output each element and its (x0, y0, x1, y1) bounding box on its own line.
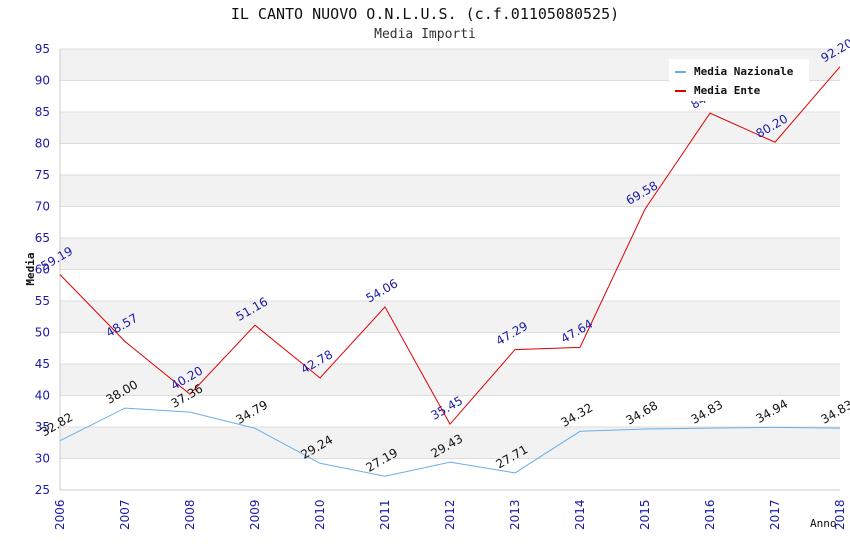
y-tick-label: 30 (35, 452, 50, 466)
y-tick-label: 90 (35, 74, 50, 88)
x-tick-label: 2016 (703, 499, 717, 530)
chart-subtitle: Media Importi (374, 27, 476, 42)
grid-band (60, 269, 840, 301)
y-tick-label: 70 (35, 200, 50, 214)
grid-band (60, 175, 840, 207)
y-tick-label: 55 (35, 294, 50, 308)
x-tick-label: 2014 (573, 499, 587, 530)
chart-title: IL CANTO NUOVO O.N.L.U.S. (c.f.011050805… (230, 5, 620, 23)
x-tick-label: 2010 (313, 499, 327, 530)
grid-band (60, 112, 840, 144)
x-tick-label: 2008 (183, 499, 197, 530)
grid-band (60, 143, 840, 175)
y-tick-label: 80 (35, 137, 50, 151)
x-tick-label: 2017 (768, 499, 782, 530)
x-tick-label: 2007 (118, 499, 132, 530)
y-tick-label: 45 (35, 357, 50, 371)
y-tick-label: 85 (35, 105, 50, 119)
y-tick-label: 60 (35, 263, 50, 277)
y-tick-label: 75 (35, 168, 50, 182)
x-axis-title: Anno (810, 517, 837, 530)
series-line (59, 66, 841, 426)
y-tick-label: 25 (35, 483, 50, 497)
x-tick-label: 2013 (508, 499, 522, 530)
y-tick-label: 95 (35, 42, 50, 56)
x-tick-label: 2018 (833, 499, 847, 530)
y-tick-label: 35 (35, 420, 50, 434)
grid-band (60, 395, 840, 427)
grid-band (60, 427, 840, 459)
x-tick-label: 2012 (443, 499, 457, 530)
series-line (59, 407, 841, 477)
grid-band (60, 332, 840, 364)
grid-band (60, 364, 840, 396)
grid-band (60, 238, 840, 270)
grid-band (60, 458, 840, 490)
grid-band (60, 301, 840, 333)
x-tick-label: 2015 (638, 499, 652, 530)
grid-band (60, 206, 840, 238)
y-tick-label: 65 (35, 231, 50, 245)
legend-box (669, 59, 809, 101)
legend-label: Media Ente (694, 84, 761, 97)
x-tick-label: 2006 (53, 499, 67, 530)
legend-label: Media Nazionale (694, 65, 794, 78)
x-tick-label: 2009 (248, 499, 262, 530)
x-tick-label: 2011 (378, 499, 392, 530)
y-tick-label: 40 (35, 389, 50, 403)
y-tick-label: 50 (35, 326, 50, 340)
y-axis-title: Media (24, 252, 37, 285)
